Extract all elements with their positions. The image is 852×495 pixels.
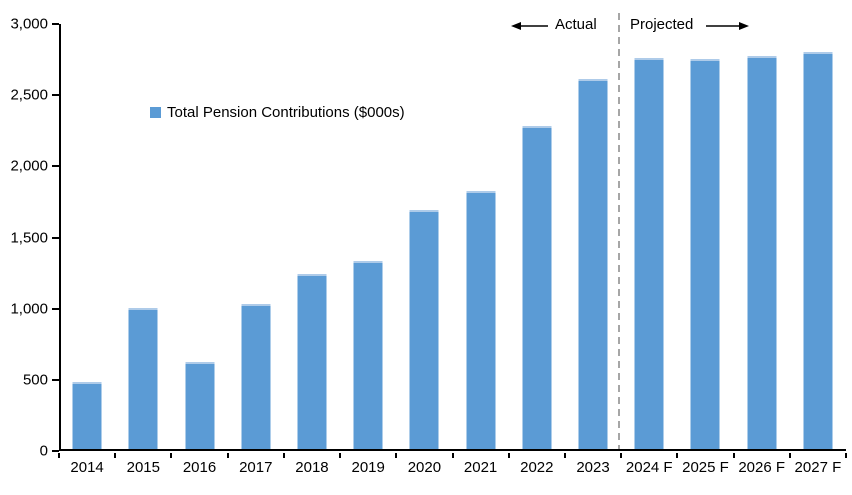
bar-2014 <box>72 382 102 449</box>
bar-2019 <box>353 261 383 449</box>
x-axis-label: 2026 F <box>738 459 786 476</box>
legend: Total Pension Contributions ($000s) <box>150 104 405 121</box>
y-axis-labels: 3,000 2,500 2,000 1,500 1,000 500 0 <box>0 16 48 460</box>
y-axis-label: 2,000 <box>10 157 48 175</box>
y-axis-tick-mark <box>52 307 59 310</box>
x-axis-tick-mark <box>563 453 566 458</box>
bar-2017 <box>241 303 271 449</box>
x-axis-tick-mark <box>339 453 342 458</box>
annotation-projected-label: Projected <box>630 16 694 33</box>
x-axis-tick-mark <box>451 453 454 458</box>
x-axis-tick-mark <box>58 453 60 458</box>
x-axis-label: 2024 F <box>625 459 673 476</box>
y-axis-label: 0 <box>39 442 48 460</box>
y-axis-label: 2,500 <box>10 86 48 104</box>
x-axis-label: 2021 <box>463 459 498 476</box>
x-axis-label: 2018 <box>295 459 329 476</box>
bar-2016 <box>185 362 215 449</box>
actual-projected-divider-line <box>618 13 620 450</box>
y-axis-label: 1,000 <box>10 300 48 318</box>
plot-area <box>52 23 847 458</box>
x-axis-label: 2025 F <box>682 459 729 476</box>
x-axis-tick-mark <box>395 453 398 458</box>
x-axis-label: 2015 <box>126 459 160 476</box>
x-axis-label: 2019 <box>351 459 385 476</box>
x-axis-tick-mark <box>226 453 229 458</box>
legend-label: Total Pension Contributions ($000s) <box>167 104 405 121</box>
bar-2024-f <box>634 57 664 449</box>
x-axis-line <box>59 449 846 451</box>
y-axis-tick-mark <box>52 165 59 168</box>
x-axis-tick-mark <box>845 453 847 458</box>
bar-2018 <box>297 273 327 449</box>
x-axis-label: 2020 <box>407 459 442 476</box>
x-axis-label: 2022 <box>520 459 554 476</box>
bar-2025-f <box>690 59 720 449</box>
y-axis-tick-mark <box>52 236 59 239</box>
x-axis-tick-mark <box>114 453 117 458</box>
bar-2027-f <box>803 51 833 449</box>
annotation-actual-label: Actual <box>555 16 597 33</box>
x-axis-tick-mark <box>620 453 623 458</box>
y-axis-label: 3,000 <box>10 15 48 33</box>
bar-2022 <box>522 125 552 449</box>
x-axis-labels: 2014 2015 2016 2017 2018 2019 2020 2021 2022 2023… <box>59 459 846 479</box>
x-axis-tick-mark <box>788 453 791 458</box>
x-axis-tick-mark <box>676 453 679 458</box>
x-axis-label: 2017 <box>239 459 273 476</box>
x-axis-tick-mark <box>170 453 173 458</box>
arrow-right-icon <box>705 19 749 37</box>
y-axis-tick-mark <box>52 94 59 97</box>
y-axis-line <box>59 24 61 451</box>
bar-2026-f <box>747 56 777 449</box>
y-axis-tick-mark <box>52 450 59 452</box>
y-axis-label: 1,500 <box>10 229 48 246</box>
x-axis-tick-mark <box>732 453 735 458</box>
x-axis-tick-mark <box>282 453 285 458</box>
bar-2021 <box>466 191 496 449</box>
y-axis-tick-mark <box>52 23 59 25</box>
y-axis-tick-mark <box>52 378 59 381</box>
legend-square-icon <box>150 107 161 118</box>
x-axis-label: 2027 F <box>794 459 842 476</box>
y-axis-label: 500 <box>22 371 48 389</box>
x-axis-tick-mark <box>507 453 510 458</box>
bar-2015 <box>128 308 158 449</box>
x-axis-label: 2016 <box>182 459 217 476</box>
x-axis-label: 2014 <box>70 459 104 476</box>
arrow-left-icon <box>511 19 549 37</box>
bar-2020 <box>409 209 439 449</box>
x-axis-label: 2023 <box>576 459 610 476</box>
bar-2023 <box>578 78 608 449</box>
